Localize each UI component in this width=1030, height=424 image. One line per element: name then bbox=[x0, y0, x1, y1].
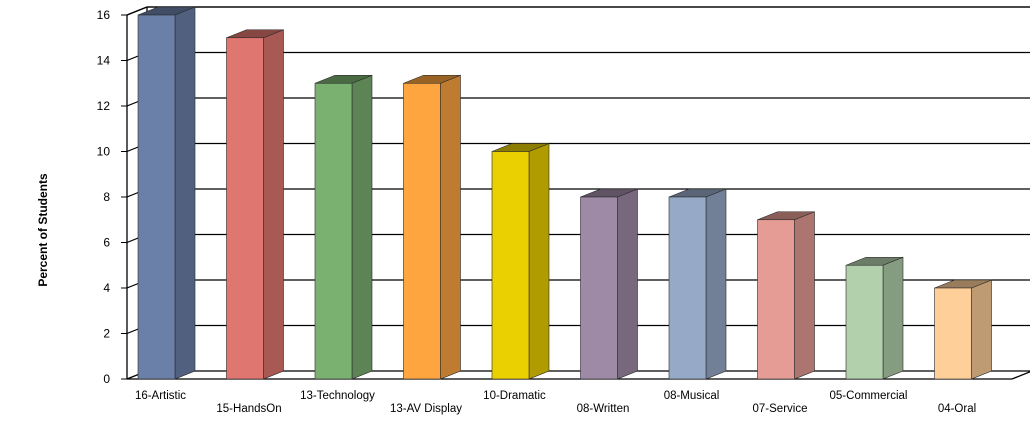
bar-side bbox=[174, 6, 196, 380]
x-tick-label: 13-Technology bbox=[300, 390, 375, 402]
x-tick-label: 13-AV Display bbox=[390, 403, 462, 415]
bar-side bbox=[617, 188, 638, 380]
y-tick-label: 2 bbox=[103, 327, 110, 341]
bar-front bbox=[314, 82, 353, 380]
y-tick-label: 12 bbox=[97, 99, 111, 113]
x-axis-labels: 16-Artistic 15-HandsOn 13-Technology 13-AV … bbox=[135, 390, 976, 415]
x-tick-label: 07-Service bbox=[753, 403, 808, 415]
bar-side bbox=[971, 279, 992, 380]
y-tick-label: 16 bbox=[97, 8, 111, 22]
bar bbox=[403, 74, 461, 380]
x-tick-label: 05-Commercial bbox=[830, 390, 908, 402]
bar-front bbox=[226, 37, 264, 380]
bar-side bbox=[528, 143, 550, 380]
bar bbox=[137, 6, 196, 380]
gridline-side bbox=[126, 6, 148, 16]
bar-front bbox=[668, 196, 707, 380]
bar-side bbox=[440, 74, 461, 380]
bar bbox=[934, 279, 992, 380]
y-tick-label: 8 bbox=[103, 190, 110, 204]
bar bbox=[668, 188, 727, 380]
bar-side bbox=[882, 256, 904, 380]
bar bbox=[580, 188, 638, 380]
bar-front bbox=[137, 14, 176, 380]
bar bbox=[845, 256, 904, 380]
y-tick-label: 10 bbox=[97, 145, 111, 159]
y-tick-label: 6 bbox=[103, 236, 110, 250]
y-tick-label: 0 bbox=[103, 372, 110, 386]
y-axis-title: Percent of Students bbox=[36, 173, 50, 287]
y-axis-ticks: 0 2 4 6 8 10 12 14 16 bbox=[97, 8, 127, 386]
bar-side bbox=[794, 211, 815, 380]
bar bbox=[757, 211, 815, 380]
bar bbox=[226, 29, 284, 380]
x-tick-label: 10-Dramatic bbox=[483, 390, 546, 402]
y-tick-label: 14 bbox=[97, 54, 111, 68]
x-tick-label: 16-Artistic bbox=[135, 390, 186, 402]
x-tick-label: 08-Musical bbox=[664, 390, 720, 402]
x-tick-label: 15-HandsOn bbox=[216, 403, 281, 415]
bars bbox=[137, 6, 992, 380]
y-tick-label: 4 bbox=[103, 281, 110, 295]
x-tick-label: 08-Written bbox=[577, 403, 630, 415]
bar-front bbox=[403, 82, 441, 380]
bar-front bbox=[934, 287, 972, 380]
bar bbox=[491, 143, 550, 380]
x-tick-label: 04-Oral bbox=[938, 403, 976, 415]
bar-front bbox=[757, 219, 795, 380]
bar-front bbox=[580, 196, 618, 380]
bar-side bbox=[351, 74, 373, 380]
bar-side bbox=[705, 188, 727, 380]
bar-front bbox=[491, 151, 530, 380]
bar-side bbox=[263, 29, 284, 380]
bar-front bbox=[845, 264, 884, 380]
bar bbox=[314, 74, 373, 380]
